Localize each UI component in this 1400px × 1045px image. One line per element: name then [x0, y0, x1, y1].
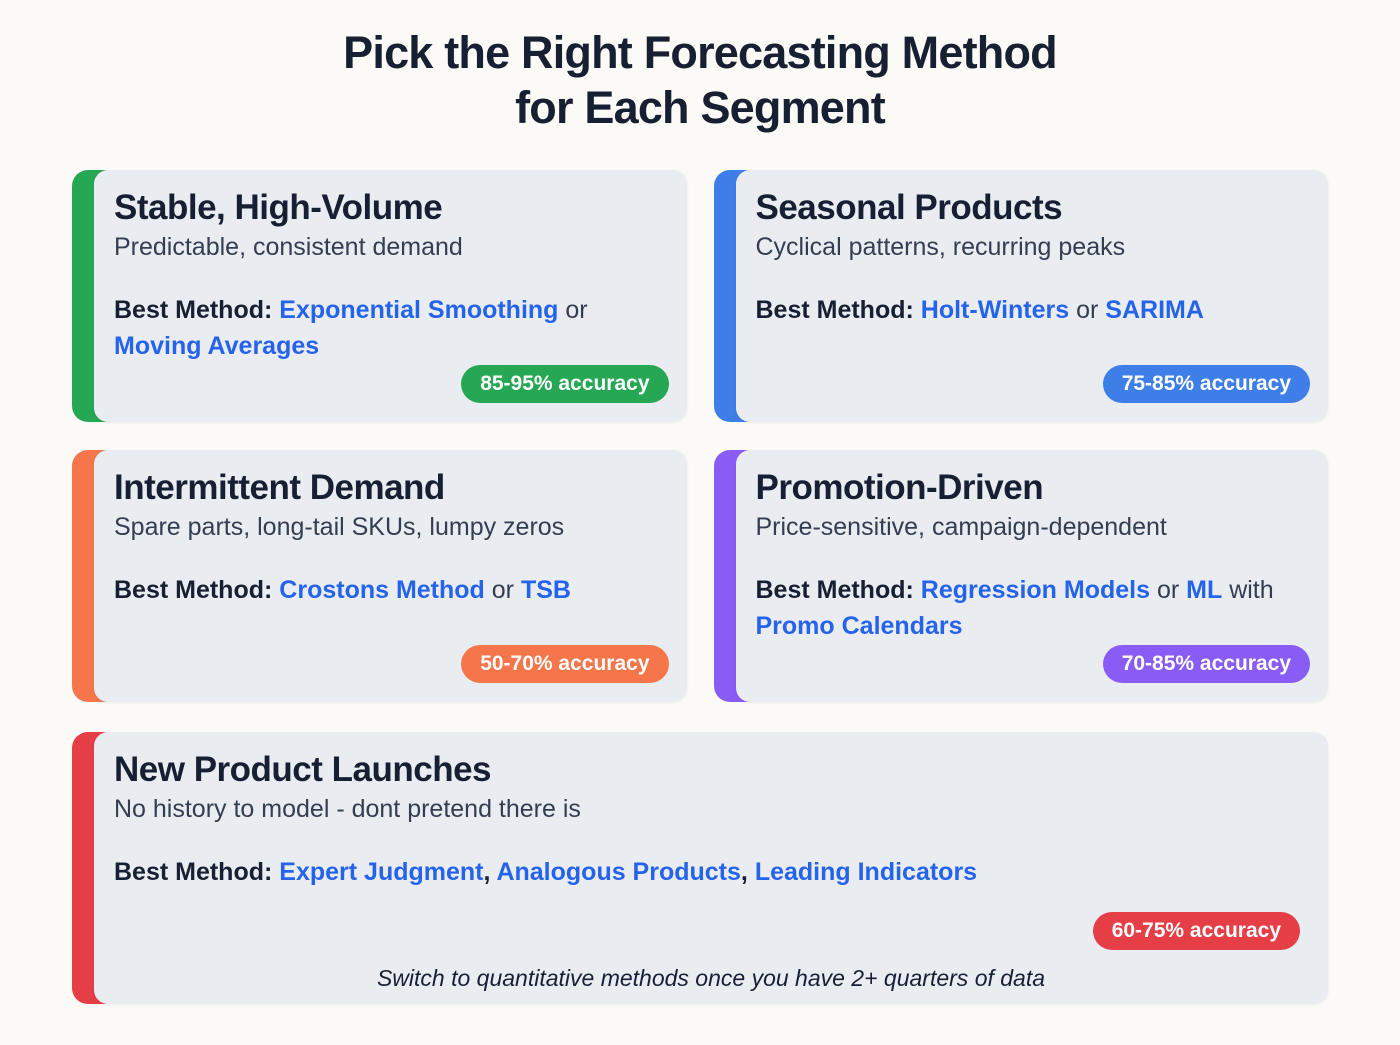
infographic-page: Pick the Right Forecasting Method for Eac… — [72, 0, 1328, 1004]
accuracy-badge: 85-95% accuracy — [461, 364, 669, 403]
method-name: ML — [1186, 575, 1223, 604]
method-name: Leading Indicators — [754, 857, 978, 886]
card-title: Intermittent Demand — [114, 467, 445, 507]
method-name: Exponential Smoothing — [279, 295, 559, 324]
method-separator: , — [740, 857, 755, 886]
card-subtitle: No history to model - dont pretend there… — [114, 794, 581, 823]
method-connector: or — [484, 575, 521, 604]
method-label: Best Method: — [755, 575, 921, 604]
method-label: Best Method: — [755, 295, 921, 324]
method-line: Best Method: Exponential Smoothing or Mo… — [114, 292, 667, 365]
card-title: New Product Launches — [114, 749, 492, 789]
method-line: Best Method: Holt-Winters or SARIMA — [756, 292, 1309, 328]
method-name: Promo Calendars — [755, 612, 963, 641]
card-subtitle: Spare parts, long-tail SKUs, lumpy zeros — [114, 512, 565, 541]
page-title-line1: Pick the Right Forecasting Method — [343, 27, 1057, 78]
method-line: Best Method: Regression Models or ML wit… — [756, 572, 1309, 645]
card-subtitle: Predictable, consistent demand — [114, 232, 463, 261]
accuracy-badge: 75-85% accuracy — [1102, 364, 1310, 403]
method-name: Analogous Products — [496, 857, 741, 886]
segment-card-promotion-driven: Promotion-Driven Price-sensitive, campai… — [713, 449, 1328, 702]
page-title: Pick the Right Forecasting Method for Eac… — [72, 26, 1328, 136]
segment-card-new-product-launches: New Product Launches No history to model… — [72, 731, 1328, 1004]
method-name: Regression Models — [920, 575, 1151, 604]
method-line: Best Method: Crostons Method or TSB — [114, 572, 667, 608]
page-title-line2: for Each Segment — [515, 81, 886, 133]
card-body: New Product Launches No history to model… — [94, 731, 1328, 1004]
method-connector: or — [1069, 295, 1106, 324]
method-name: Expert Judgment — [279, 857, 484, 886]
method-connector: or — [558, 295, 588, 324]
footer-note: Switch to quantitative methods once you … — [376, 964, 1046, 991]
card-title: Promotion-Driven — [755, 467, 1044, 507]
accuracy-badge: 60-75% accuracy — [1092, 911, 1300, 950]
method-name: Moving Averages — [114, 332, 320, 361]
segment-card-seasonal-products: Seasonal Products Cyclical patterns, rec… — [713, 169, 1328, 422]
segment-card-grid: Stable, High-Volume Predictable, consist… — [72, 169, 1328, 702]
card-subtitle: Price-sensitive, campaign-dependent — [755, 512, 1167, 541]
card-body: Promotion-Driven Price-sensitive, campai… — [735, 449, 1328, 702]
method-connector: or — [1150, 575, 1187, 604]
method-label: Best Method: — [114, 295, 280, 324]
card-subtitle: Cyclical patterns, recurring peaks — [755, 232, 1126, 261]
method-separator: , — [483, 857, 497, 886]
accuracy-badge: 70-85% accuracy — [1102, 644, 1310, 683]
card-body: Stable, High-Volume Predictable, consist… — [94, 169, 687, 422]
method-name: Crostons Method — [279, 575, 485, 604]
method-name: SARIMA — [1105, 295, 1204, 324]
segment-card-stable-high-volume: Stable, High-Volume Predictable, consist… — [72, 169, 687, 422]
method-label: Best Method: — [114, 857, 280, 886]
method-line: Best Method: Expert Judgment, Analogous … — [114, 854, 1308, 890]
method-connector: with — [1222, 575, 1274, 604]
card-title: Stable, High-Volume — [114, 187, 443, 227]
method-name: Holt-Winters — [920, 295, 1070, 324]
card-body: Seasonal Products Cyclical patterns, rec… — [735, 169, 1328, 422]
card-title: Seasonal Products — [755, 187, 1063, 227]
segment-card-intermittent-demand: Intermittent Demand Spare parts, long-ta… — [72, 449, 687, 702]
card-body: Intermittent Demand Spare parts, long-ta… — [94, 449, 687, 702]
method-label: Best Method: — [114, 575, 280, 604]
method-name: TSB — [520, 575, 571, 604]
accuracy-badge: 50-70% accuracy — [461, 644, 669, 683]
